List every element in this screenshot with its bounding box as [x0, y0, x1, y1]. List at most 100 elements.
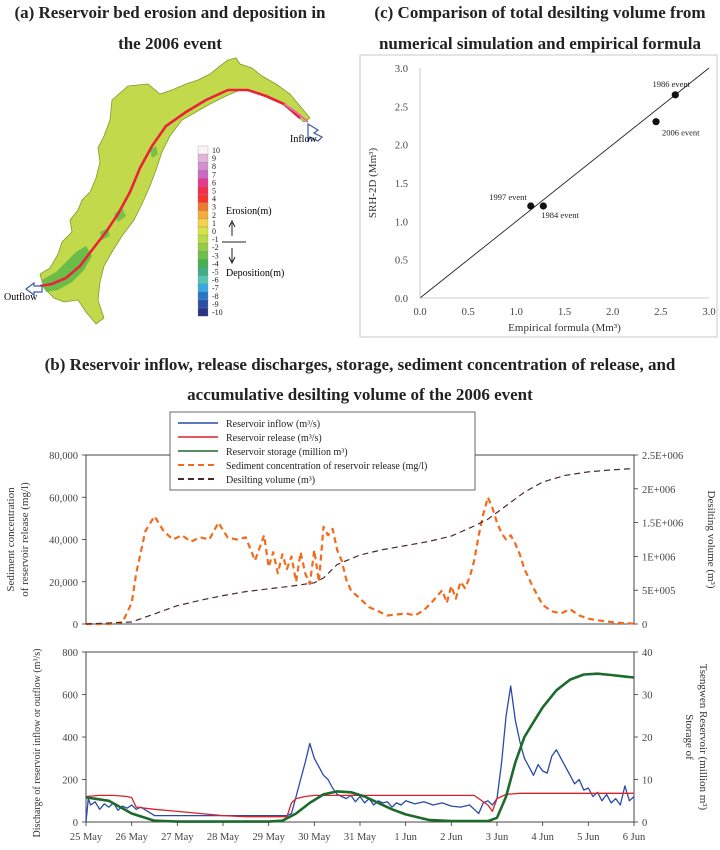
colorbar-tick-label: 6 — [212, 178, 216, 187]
y2-tick-label: 40 — [642, 648, 653, 659]
colorbar-tick-label: 9 — [212, 154, 216, 163]
colorbar-swatch — [197, 202, 209, 211]
panel-a-title-line2: the 2006 event — [118, 34, 222, 53]
colorbar-tick-label: 1 — [212, 219, 216, 228]
y2-tick-label: 1.5E+006 — [642, 519, 683, 530]
y-tick-label: 1.5 — [395, 179, 408, 190]
colorbar-tick-label: 3 — [212, 203, 216, 212]
erosion-channel — [39, 88, 301, 288]
y2-tick-label: 2E+006 — [642, 485, 675, 496]
y2-tick-label: 2.5E+006 — [642, 451, 683, 462]
y-tick-label: 80,000 — [49, 451, 78, 462]
upper-y-axis-label: Sediment concentration — [5, 487, 17, 592]
colorbar-tick-label: 7 — [212, 170, 216, 179]
y-tick-label: 0 — [73, 620, 78, 631]
panel-a-title: (a) Reservoir bed erosion and deposition… — [0, 2, 340, 55]
y-tick-label: 60,000 — [49, 493, 78, 504]
y2-tick-label: 0 — [642, 620, 647, 631]
lower-y2-axis-label-line2: Tsengwen Reservoir (million m³) — [697, 664, 709, 811]
y-tick-label: 2.0 — [395, 141, 408, 152]
scatter-chart: 0.0 0.5 1.0 1.5 2.0 2.5 3.0 0.0 0.5 1.0 1.5 2.0 2.5 3… — [359, 54, 718, 338]
timeseries-chart: 0 20,000 40,000 60,000 80,000 0 5E+005 1E+006 1.… — [5, 411, 717, 843]
outflow-arrow-icon — [25, 281, 43, 297]
colorbar-tick-label: -3 — [212, 251, 219, 260]
x-tick-label: 29 May — [252, 832, 285, 843]
colorbar-swatch — [197, 170, 209, 179]
colorbar-tick-label: -4 — [212, 259, 219, 268]
y-tick-label: 0.5 — [395, 256, 408, 267]
colorbar-tick-label: -8 — [212, 292, 219, 301]
colorbar-swatch — [197, 218, 209, 228]
colorbar-tick-label: -5 — [212, 268, 219, 277]
y-tick-label: 2.5 — [395, 102, 408, 113]
data-point-label: 1986 event — [653, 79, 691, 89]
x-tick-label: 4 Jun — [531, 832, 554, 843]
colorbar-tick-label: 4 — [212, 195, 216, 204]
x-tick-label: 1.5 — [558, 307, 571, 318]
panel-b-title: (b) Reservoir inflow, release discharges… — [0, 354, 720, 406]
colorbar-tick-label: 8 — [212, 162, 216, 171]
colorbar-tick-label: 0 — [212, 227, 216, 236]
colorbar-swatch — [197, 259, 209, 268]
colorbar-swatch — [197, 243, 209, 252]
data-point-label: 2006 event — [662, 128, 700, 138]
panel-b-title-line2: accumulative desilting volume of the 200… — [187, 385, 533, 404]
sediment-concentration-line — [86, 496, 635, 626]
colorbar-swatch — [197, 145, 209, 155]
legend-label: Desilting volume (m³) — [226, 475, 315, 486]
erosion-arrowhead-icon — [228, 219, 236, 228]
colorbar-tick-label: -1 — [212, 235, 219, 244]
colorbar-tick-label: -9 — [212, 300, 219, 309]
colorbar-swatch — [197, 291, 209, 301]
y-tick-label: 20,000 — [49, 578, 78, 589]
deposition-zone — [42, 246, 92, 292]
colorbar-swatch — [197, 267, 209, 276]
panel-b-title-line1: (b) Reservoir inflow, release discharges… — [44, 355, 676, 374]
erosion-channel-upstream — [283, 103, 309, 123]
deposition-label: Deposition(m) — [226, 268, 284, 279]
colorbar-swatch — [197, 186, 209, 195]
x-tick-label: 2 Jun — [440, 832, 463, 843]
erosion-label: Erosion(m) — [226, 206, 272, 217]
x-tick-label: 28 May — [207, 832, 240, 843]
inflow-label: Inflow — [290, 134, 317, 145]
x-tick-label: 31 May — [344, 832, 377, 843]
x-tick-label: 3.0 — [702, 307, 715, 318]
x-tick-label: 2.5 — [654, 307, 667, 318]
colorbar-tick-label: -7 — [212, 284, 219, 293]
deposition-arrowhead-icon — [228, 256, 236, 265]
data-point-label: 1984 event — [541, 210, 579, 220]
lower-y2-axis-label: Storage of — [683, 714, 695, 760]
y-tick-label: 0.0 — [395, 294, 408, 305]
legend-label: Reservoir release (m³/s) — [226, 433, 322, 444]
data-point — [539, 202, 547, 210]
y-axis-label: SRH-2D (Mm³) — [367, 148, 379, 219]
y-tick-label: 3.0 — [395, 64, 408, 75]
x-tick-label: 26 May — [115, 832, 148, 843]
y-tick-label: 0 — [73, 818, 78, 829]
legend-label: Reservoir storage (million m³) — [226, 447, 348, 458]
x-tick-label: 25 May — [70, 832, 103, 843]
colorbar-tick-label: -2 — [212, 243, 219, 252]
x-tick-label: 2.0 — [606, 307, 619, 318]
y2-tick-label: 0 — [642, 818, 647, 829]
y2-tick-label: 5E+005 — [642, 586, 675, 597]
data-point — [527, 202, 535, 210]
inflow-line — [85, 685, 635, 823]
legend-label: Sediment concentration of reservoir rele… — [226, 461, 427, 472]
colorbar-swatch — [197, 299, 209, 309]
scatter-frame — [359, 54, 718, 338]
desilting-volume-line — [85, 467, 635, 625]
colorbar-swatch — [197, 162, 209, 171]
reservoir-map: Inflow Outflow 109876543210-1-2-3-4-5-6-… — [4, 57, 324, 325]
release-line — [85, 792, 634, 818]
legend-label: Reservoir inflow (m³/s) — [226, 419, 320, 430]
x-tick-label: 3 Jun — [486, 832, 509, 843]
colorbar-tick-label: -10 — [212, 308, 223, 317]
upper-y-axis-label-line2: of reservoir release (mg/l) — [19, 482, 31, 597]
panel-c-title-line1: (c) Comparison of total desilting volume… — [374, 3, 706, 22]
x-tick-label: 5 Jun — [577, 832, 600, 843]
reservoir-body — [39, 57, 311, 325]
colorbar-swatch — [197, 153, 209, 163]
